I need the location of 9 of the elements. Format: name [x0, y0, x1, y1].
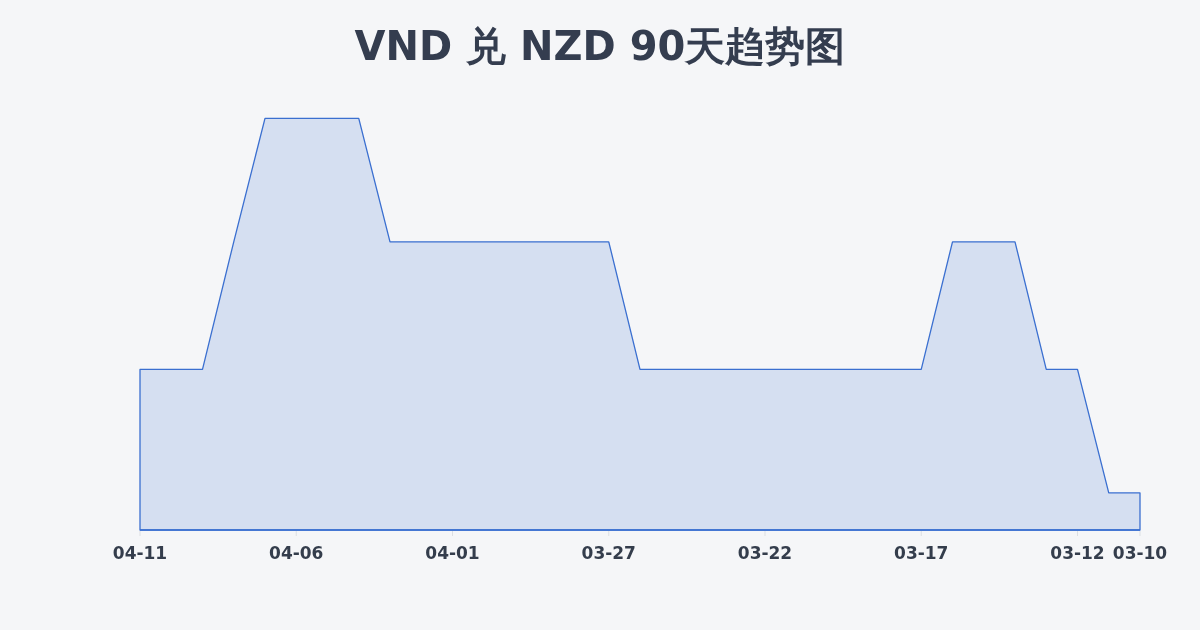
x-tick-label: 04-01: [425, 543, 480, 563]
x-tick-label: 03-12: [1050, 543, 1105, 563]
chart-title: VND 兑 NZD 90天趋势图: [354, 23, 846, 69]
x-tick-label: 04-11: [112, 543, 168, 563]
x-tick-label: 03-10: [1112, 543, 1168, 563]
x-tick-label: 03-17: [894, 543, 949, 563]
x-tick-label: 03-27: [581, 543, 636, 563]
x-tick-label: 04-06: [269, 543, 324, 563]
x-tick-label: 03-22: [737, 543, 793, 563]
